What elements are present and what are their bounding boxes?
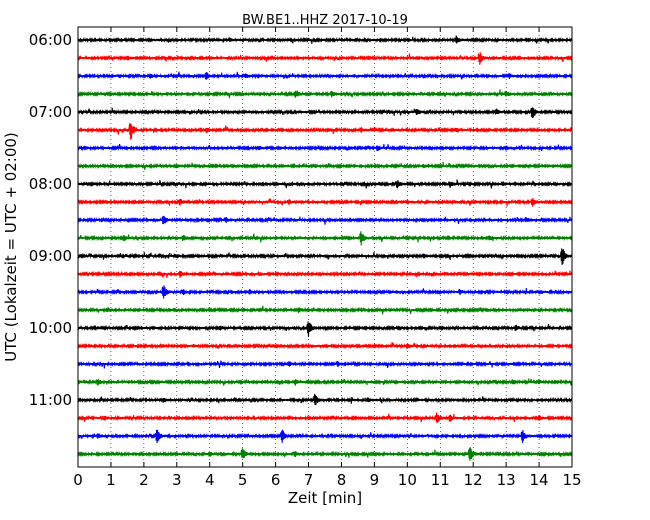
x-tick-label: 6 (271, 471, 281, 489)
x-tick-label: 8 (337, 471, 347, 489)
seismic-traces (77, 35, 573, 461)
x-tick-label: 15 (562, 471, 581, 489)
trace-1045 (77, 378, 573, 386)
trace-0930 (77, 285, 573, 299)
trace-0700 (77, 107, 573, 119)
plot-frame (77, 26, 573, 468)
trace-0800 (77, 179, 573, 189)
y-axis-ticks: 06:00 07:00 08:00 09:00 10:00 11:00 (29, 31, 572, 409)
y-tick-label: 08:00 (29, 175, 72, 193)
x-axis-label: Zeit [min] (288, 489, 362, 507)
x-tick-label: 4 (205, 471, 215, 489)
trace-0600 (77, 35, 573, 44)
x-tick-label: 1 (106, 471, 116, 489)
x-tick-label: 5 (238, 471, 248, 489)
trace-0730 (77, 143, 573, 152)
trace-1030 (77, 360, 573, 369)
trace-1145 (77, 447, 573, 461)
trace-0715 (77, 123, 573, 140)
y-tick-label: 10:00 (29, 319, 72, 337)
x-axis-ticks: 0 1 2 3 4 5 6 7 8 9 10 11 12 13 14 15 (73, 27, 582, 489)
x-tick-label: 12 (464, 471, 483, 489)
y-tick-label: 09:00 (29, 247, 72, 265)
trace-0945 (77, 305, 573, 315)
y-tick-label: 07:00 (29, 103, 72, 121)
x-tick-label: 2 (139, 471, 149, 489)
trace-1115 (77, 412, 573, 424)
trace-1130 (77, 429, 573, 444)
x-tick-label: 0 (73, 471, 83, 489)
trace-1000 (77, 321, 573, 337)
x-tick-label: 11 (431, 471, 450, 489)
trace-0900 (77, 248, 573, 265)
y-axis-label: UTC (Lokalzeit = UTC + 02:00) (2, 132, 20, 362)
x-tick-label: 3 (172, 471, 182, 489)
trace-0615 (77, 52, 573, 65)
trace-0830 (77, 215, 573, 225)
x-tick-label: 10 (398, 471, 417, 489)
x-tick-label: 7 (304, 471, 314, 489)
trace-0815 (77, 197, 573, 207)
x-tick-label: 14 (530, 471, 549, 489)
trace-1100 (77, 393, 573, 406)
trace-0645 (77, 89, 573, 99)
x-tick-label: 9 (370, 471, 380, 489)
trace-0915 (77, 270, 573, 278)
y-tick-label: 06:00 (29, 31, 72, 49)
trace-0845 (77, 231, 573, 246)
vertical-grid (110, 27, 540, 467)
trace-1015 (77, 342, 573, 350)
trace-0630 (77, 71, 573, 80)
y-tick-label: 11:00 (29, 391, 72, 409)
trace-0745 (77, 161, 573, 170)
x-tick-label: 13 (497, 471, 516, 489)
chart-title: BW.BE1..HHZ 2017-10-19 (242, 13, 408, 28)
